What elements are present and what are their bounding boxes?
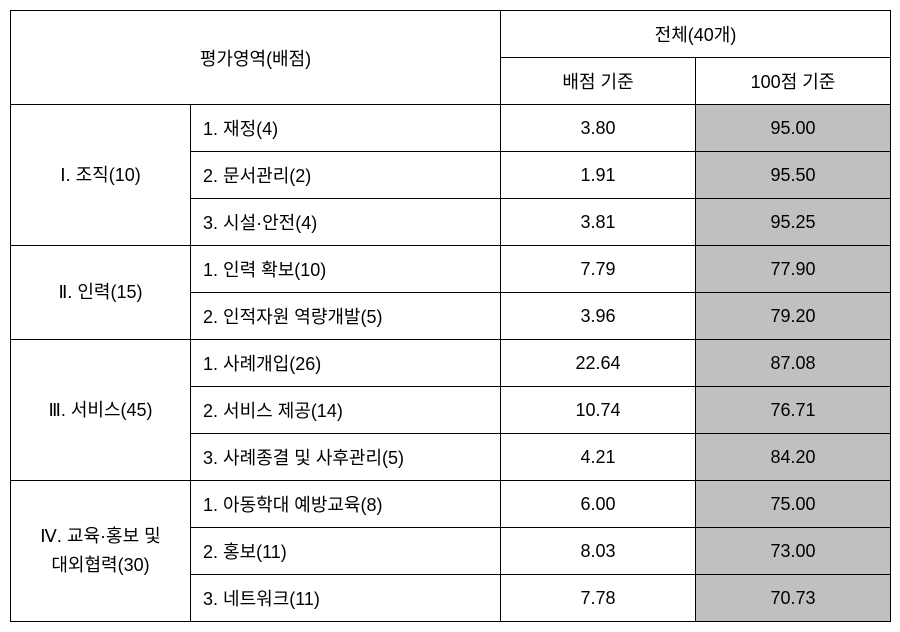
item-label: 3. 시설·안전(4) — [191, 199, 501, 246]
score-value: 22.64 — [501, 340, 696, 387]
score-value: 1.91 — [501, 152, 696, 199]
item-label: 3. 사례종결 및 사후관리(5) — [191, 434, 501, 481]
header-area: 평가영역(배점) — [11, 11, 501, 105]
item-label: 3. 네트워크(11) — [191, 575, 501, 622]
hundred-value: 95.25 — [696, 199, 891, 246]
item-label: 2. 문서관리(2) — [191, 152, 501, 199]
header-hundred-basis: 100점 기준 — [696, 58, 891, 105]
item-label: 2. 홍보(11) — [191, 528, 501, 575]
header-score-basis: 배점 기준 — [501, 58, 696, 105]
item-label: 1. 사례개입(26) — [191, 340, 501, 387]
score-value: 8.03 — [501, 528, 696, 575]
item-label: 2. 인적자원 역량개발(5) — [191, 293, 501, 340]
category-cell: Ⅱ. 인력(15) — [11, 246, 191, 340]
item-label: 1. 아동학대 예방교육(8) — [191, 481, 501, 528]
score-value: 7.79 — [501, 246, 696, 293]
score-value: 3.80 — [501, 105, 696, 152]
score-value: 7.78 — [501, 575, 696, 622]
hundred-value: 77.90 — [696, 246, 891, 293]
hundred-value: 87.08 — [696, 340, 891, 387]
table-row: Ⅲ. 서비스(45) 1. 사례개입(26) 22.64 87.08 — [11, 340, 891, 387]
hundred-value: 75.00 — [696, 481, 891, 528]
item-label: 1. 재정(4) — [191, 105, 501, 152]
category-cell: Ⅲ. 서비스(45) — [11, 340, 191, 481]
hundred-value: 95.50 — [696, 152, 891, 199]
hundred-value: 70.73 — [696, 575, 891, 622]
table-row: Ⅱ. 인력(15) 1. 인력 확보(10) 7.79 77.90 — [11, 246, 891, 293]
hundred-value: 84.20 — [696, 434, 891, 481]
score-value: 3.96 — [501, 293, 696, 340]
category-cell: Ⅳ. 교육·홍보 및대외협력(30) — [11, 481, 191, 622]
hundred-value: 76.71 — [696, 387, 891, 434]
header-row-1: 평가영역(배점) 전체(40개) — [11, 11, 891, 58]
category-cell: Ⅰ. 조직(10) — [11, 105, 191, 246]
hundred-value: 95.00 — [696, 105, 891, 152]
score-value: 10.74 — [501, 387, 696, 434]
hundred-value: 79.20 — [696, 293, 891, 340]
hundred-value: 73.00 — [696, 528, 891, 575]
score-value: 6.00 — [501, 481, 696, 528]
item-label: 1. 인력 확보(10) — [191, 246, 501, 293]
table-row: Ⅳ. 교육·홍보 및대외협력(30) 1. 아동학대 예방교육(8) 6.00 … — [11, 481, 891, 528]
header-total: 전체(40개) — [501, 11, 891, 58]
score-value: 4.21 — [501, 434, 696, 481]
item-label: 2. 서비스 제공(14) — [191, 387, 501, 434]
table-row: Ⅰ. 조직(10) 1. 재정(4) 3.80 95.00 — [11, 105, 891, 152]
evaluation-table: 평가영역(배점) 전체(40개) 배점 기준 100점 기준 Ⅰ. 조직(10)… — [10, 10, 891, 622]
score-value: 3.81 — [501, 199, 696, 246]
